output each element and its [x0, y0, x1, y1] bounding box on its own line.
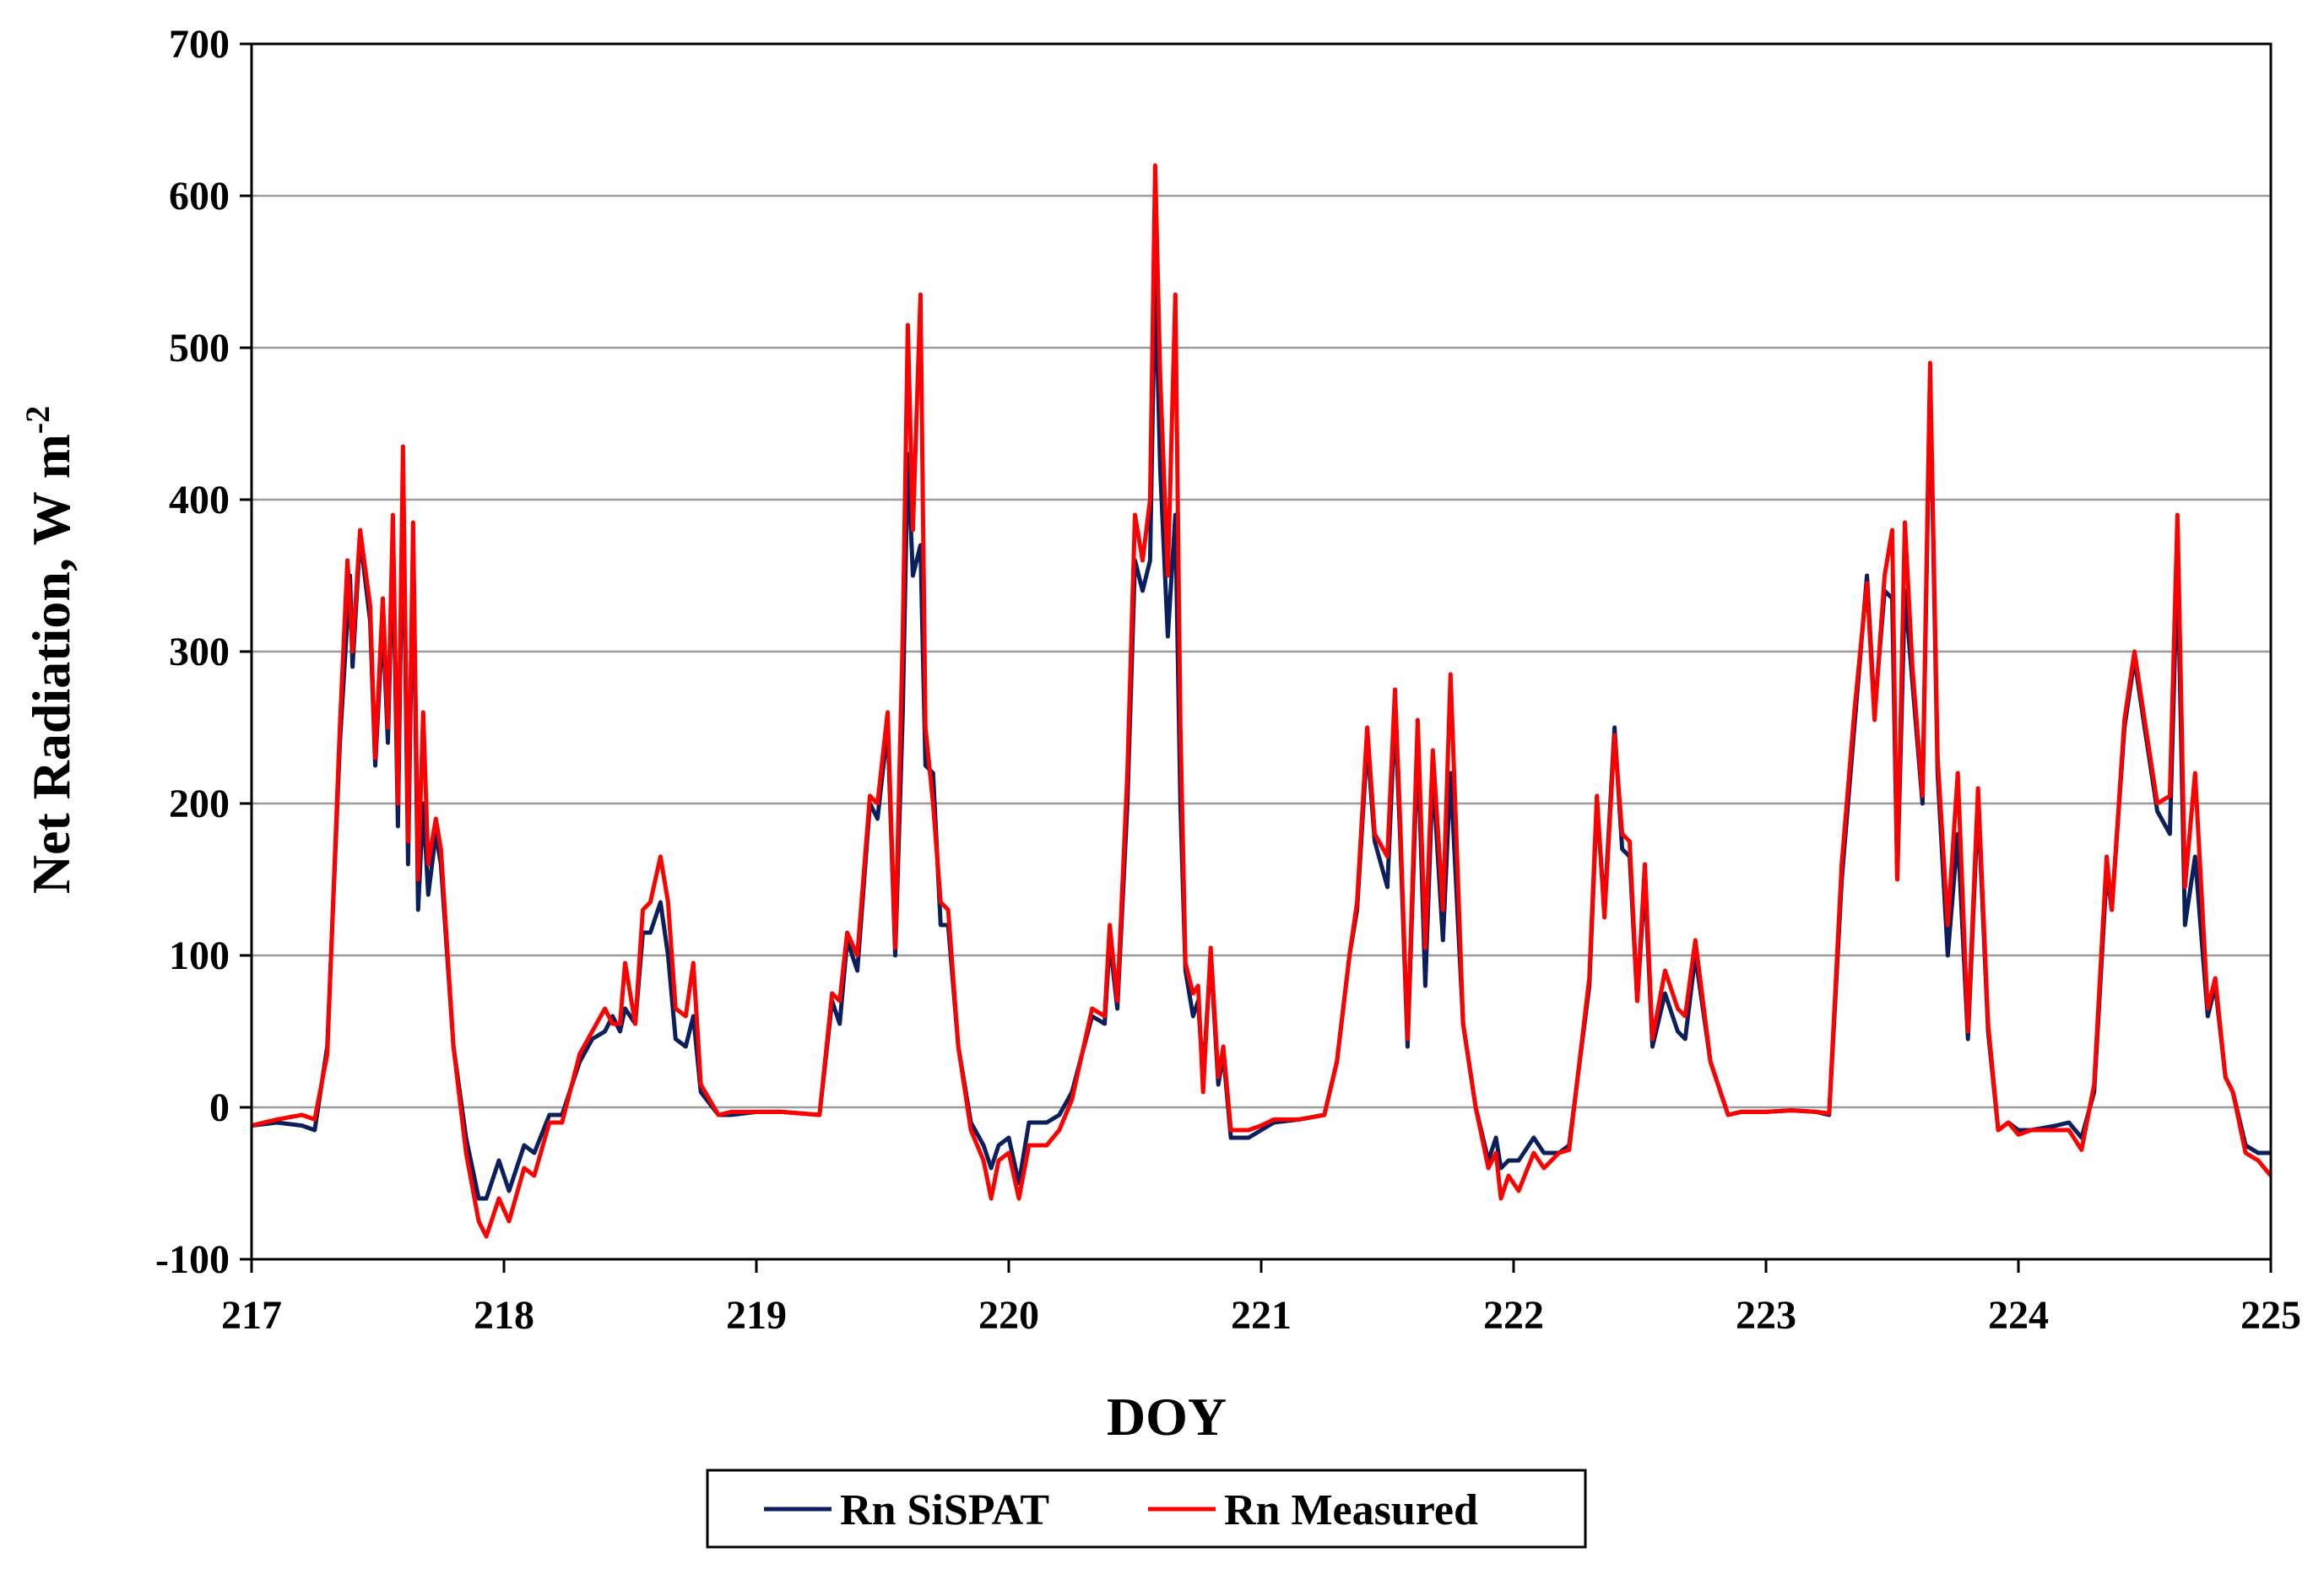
legend: Rn SiSPAT Rn Measured [706, 1469, 1587, 1549]
y-tick-label: 200 [169, 782, 230, 826]
y-axis-title: Net Radiation, W m-2 [19, 406, 81, 895]
x-tick-label: 222 [1483, 1293, 1544, 1338]
legend-label-rn-sispat: Rn SiSPAT [840, 1486, 1049, 1534]
series-line-rn-sispat [251, 269, 2271, 1201]
y-tick-label: 600 [169, 174, 230, 219]
x-tick-label: 221 [1231, 1293, 1292, 1338]
y-axis-ticks: -100 0 100 200 300 400 500 600 700 [155, 22, 252, 1282]
x-axis-title: DOY [1107, 1387, 1227, 1447]
y-tick-label: 300 [169, 630, 230, 674]
series-lines [251, 163, 2273, 1239]
x-tick-label: 218 [474, 1293, 534, 1338]
y-tick-label: 500 [169, 326, 230, 371]
gridlines [252, 194, 2271, 1109]
y-tick-label: 100 [169, 933, 230, 978]
x-tick-label: 225 [2240, 1293, 2301, 1338]
x-tick-label: 219 [726, 1293, 787, 1338]
x-tick-label: 223 [1736, 1293, 1796, 1338]
y-tick-label: -100 [155, 1237, 230, 1282]
x-tick-label: 217 [221, 1293, 282, 1338]
y-axis-title-main: Net Radiation, W m [21, 434, 81, 894]
legend-label-rn-measured: Rn Measured [1224, 1486, 1478, 1534]
y-tick-label: 400 [169, 478, 230, 522]
y-tick-label: 0 [209, 1085, 230, 1130]
x-tick-label: 224 [1988, 1293, 2049, 1338]
y-axis-title-superscript: -2 [19, 406, 57, 434]
series-line-rn-measured [251, 163, 2273, 1239]
legend-box [706, 1469, 1587, 1549]
y-tick-label: 700 [169, 22, 230, 67]
x-axis-ticks: 217 218 219 220 221 222 223 224 225 [221, 1259, 2301, 1338]
x-tick-label: 220 [978, 1293, 1039, 1338]
